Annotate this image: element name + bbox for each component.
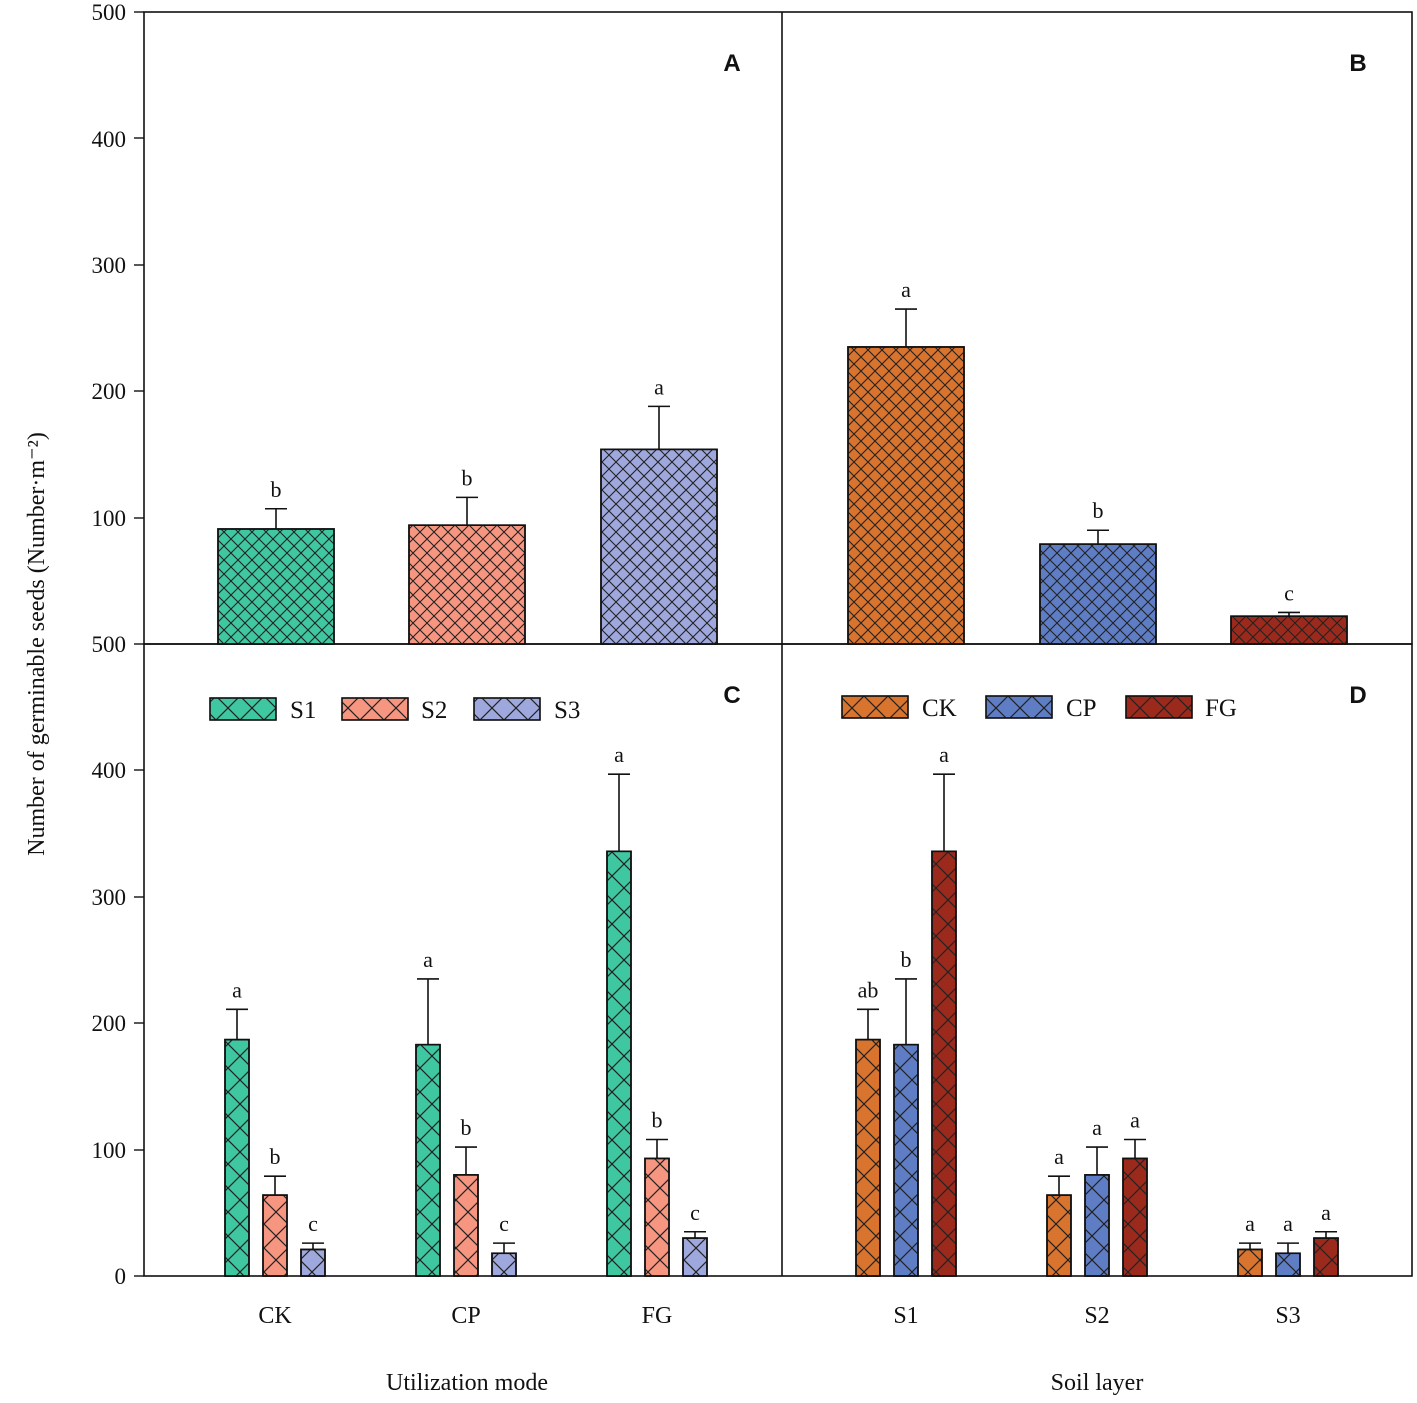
- bar-a-s3-letter: a: [654, 374, 664, 399]
- bar-c-ck-s1-letter: a: [232, 977, 242, 1002]
- bar-c-ck-s3-hatch: [300, 1248, 326, 1277]
- panel-frame-bottom: [143, 643, 1413, 1277]
- bar-c-cp-s2-letter: b: [461, 1115, 472, 1140]
- bar-d-s3-cp-letter: a: [1283, 1211, 1293, 1236]
- ytick-bottom-500: 500: [92, 632, 127, 657]
- bar-d-s2-ck-hatch: [1046, 1194, 1072, 1277]
- bar-d-s1-ck-hatch: [855, 1038, 881, 1277]
- bar-a-s3-hatch: [600, 448, 718, 645]
- bar-d-s3-fg-letter: a: [1321, 1200, 1331, 1225]
- bar-d-s1-cp-hatch: [893, 1043, 919, 1277]
- bar-d-s2-ck-letter: a: [1054, 1144, 1064, 1169]
- bar-d-s2-cp-hatch: [1084, 1174, 1110, 1277]
- bar-a-s2-letter: b: [462, 465, 473, 490]
- panel-letter-b: B: [1349, 50, 1366, 77]
- ytick-top-400: 400: [92, 127, 127, 152]
- bar-c-fg-s2-hatch: [644, 1157, 670, 1277]
- xtick-d-s2: S2: [1084, 1303, 1109, 1329]
- bar-d-s1-fg-hatch: [931, 850, 957, 1277]
- bar-c-ck-s2-hatch: [262, 1194, 288, 1277]
- bar-d-s1-ck-letter: ab: [858, 977, 879, 1002]
- bar-c-fg-s3-letter: c: [690, 1200, 700, 1225]
- bar-b-fg-letter: c: [1284, 580, 1294, 605]
- bar-c-cp-s3-hatch: [491, 1252, 517, 1277]
- bar-c-fg-s3-hatch: [682, 1237, 708, 1277]
- bar-b-fg-hatch: [1230, 615, 1348, 645]
- bar-a-s1-letter: b: [271, 477, 282, 502]
- bar-b-ck-letter: a: [901, 277, 911, 302]
- xtick-c-fg: FG: [642, 1303, 673, 1329]
- bar-c-ck-s1-hatch: [224, 1038, 250, 1277]
- legend-label-s3: S3: [554, 697, 580, 724]
- bar-c-fg-s1-letter: a: [614, 742, 624, 767]
- y-axis-top: 500 400 300 200 100: [92, 0, 144, 531]
- legend-c: S1 S2 S3: [209, 697, 580, 724]
- bar-d-s3-ck-hatch: [1237, 1248, 1263, 1277]
- xtick-c-cp: CP: [451, 1303, 480, 1329]
- y-axis-title: Number of germinable seeds (Number·m⁻²): [24, 432, 50, 856]
- bar-c-cp-s1-hatch: [415, 1043, 441, 1277]
- xtick-d-s1: S1: [893, 1303, 918, 1329]
- bar-c-ck-s2-letter: b: [270, 1144, 281, 1169]
- ytick-bottom-0: 0: [115, 1264, 127, 1289]
- bar-a-s1-hatch: [217, 528, 335, 645]
- bar-d-s2-cp-letter: a: [1092, 1115, 1102, 1140]
- legend-label-s1: S1: [290, 697, 316, 724]
- legend-label-fg: FG: [1205, 695, 1237, 722]
- legend-label-cp: CP: [1066, 695, 1097, 722]
- bar-d-s3-cp-hatch: [1275, 1252, 1301, 1277]
- bar-b-cp-letter: b: [1093, 498, 1104, 523]
- y-axis-bottom: 500 400 300 200 100 0: [92, 632, 144, 1289]
- bar-c-fg-s1-hatch: [606, 850, 632, 1277]
- ytick-bottom-300: 300: [92, 885, 127, 910]
- bar-c-cp-s2-hatch: [453, 1174, 479, 1277]
- bar-c-ck-s3-letter: c: [308, 1211, 318, 1236]
- bar-a-s2-hatch: [408, 524, 526, 645]
- bar-d-s1-fg-letter: a: [939, 742, 949, 767]
- panel-letter-a: A: [723, 50, 740, 77]
- x-axis-title-left: Utilization mode: [386, 1370, 548, 1396]
- bar-d-s1-cp-letter: b: [901, 947, 912, 972]
- legend-label-s2: S2: [421, 697, 447, 724]
- panel-letter-d: D: [1349, 682, 1366, 709]
- ytick-top-500: 500: [92, 0, 127, 25]
- bar-b-ck-hatch: [847, 346, 965, 645]
- bar-d-s3-fg-hatch: [1313, 1237, 1339, 1277]
- xtick-d-s3: S3: [1275, 1303, 1300, 1329]
- xtick-c-ck: CK: [258, 1303, 292, 1329]
- bar-d-s2-fg-letter: a: [1130, 1107, 1140, 1132]
- bar-d-s2-fg-hatch: [1122, 1157, 1148, 1277]
- ytick-top-200: 200: [92, 379, 127, 404]
- ytick-bottom-100: 100: [92, 1138, 127, 1163]
- bar-b-cp-hatch: [1039, 543, 1157, 645]
- bar-c-cp-s1-letter: a: [423, 947, 433, 972]
- ytick-top-300: 300: [92, 253, 127, 278]
- bar-c-fg-s2-letter: b: [652, 1107, 663, 1132]
- legend-d: CK CP FG: [841, 695, 1237, 722]
- bar-d-s3-ck-letter: a: [1245, 1211, 1255, 1236]
- x-axis-title-right: Soil layer: [1051, 1370, 1144, 1396]
- ytick-bottom-200: 200: [92, 1011, 127, 1036]
- ytick-bottom-400: 400: [92, 758, 127, 783]
- panel-letter-c: C: [723, 682, 740, 709]
- legend-label-ck: CK: [922, 695, 957, 722]
- ytick-top-100: 100: [92, 506, 127, 531]
- bar-c-cp-s3-letter: c: [499, 1211, 509, 1236]
